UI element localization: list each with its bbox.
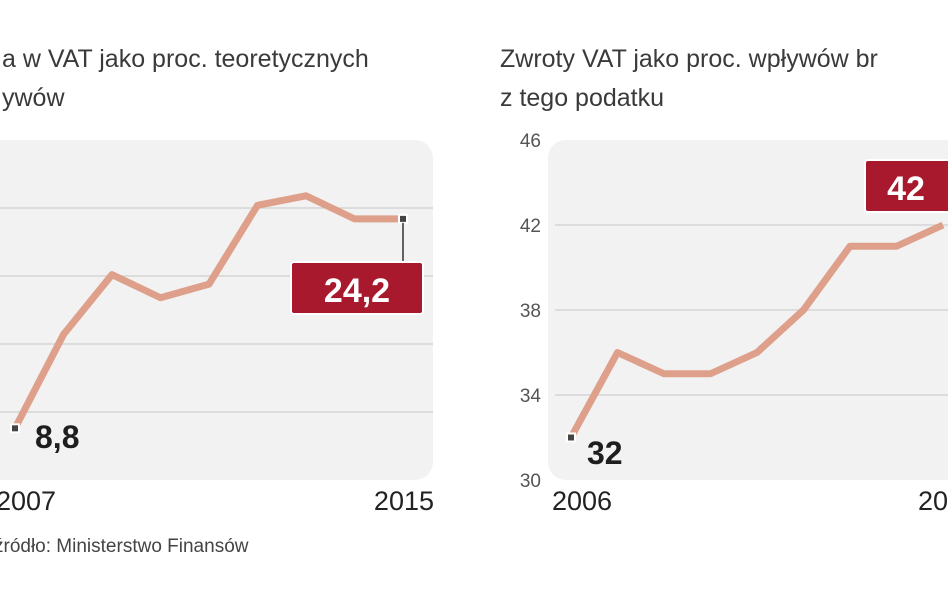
chart-left-series-line — [11, 192, 403, 430]
chart-right-y-tick-38: 38 — [520, 301, 541, 322]
chart-left-x-tick-end: 2015 — [374, 486, 434, 516]
chart-right-start-label: 32 — [587, 435, 623, 471]
chart-left-title-line-2: ywów — [2, 84, 65, 112]
chart-right-end-label: 42 — [887, 170, 925, 208]
chart-right-y-tick-34: 34 — [520, 386, 542, 407]
chart-left-end-marker — [398, 213, 408, 224]
chart-right-x-tick-end: 20 — [918, 486, 948, 516]
chart-left-title-line-1: a w VAT jako proc. teoretycznych — [2, 45, 369, 73]
chart-right-y-tick-30: 30 — [520, 471, 541, 492]
chart-left-panel — [0, 140, 433, 480]
chart-right-y-tick-42: 42 — [520, 216, 541, 237]
chart-right-title-line-1: Zwroty VAT jako proc. wpływów br — [500, 45, 878, 73]
chart-right-x-tick-start: 2006 — [552, 486, 612, 516]
chart-left-x-tick-start: 2007 — [0, 486, 56, 516]
chart-left-end-label-box — [290, 261, 424, 315]
chart-right-y-tick-46: 46 — [520, 131, 541, 152]
chart-right-start-marker — [566, 432, 576, 443]
chart-right: Zwroty VAT jako proc. wpływów br z tego … — [500, 45, 948, 516]
chart-right-gridlines — [555, 224, 948, 396]
chart-left-start-marker — [10, 423, 20, 434]
chart-left-start-label: 8,8 — [35, 419, 79, 455]
chart-right-title-line-2: z tego podatku — [500, 84, 664, 112]
chart-right-end-label-box — [864, 159, 948, 213]
chart-left-end-label: 24,2 — [324, 272, 390, 310]
chart-right-series-line — [567, 221, 945, 440]
chart-left: a w VAT jako proc. teoretycznych ywów 8,… — [0, 45, 434, 516]
source-note: źródło: Ministerstwo Finansów — [0, 536, 249, 557]
